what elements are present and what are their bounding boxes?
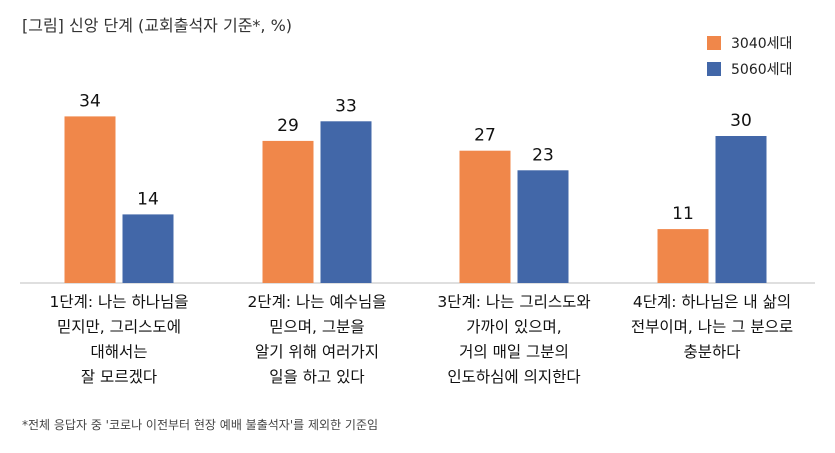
category-label-line: 2단계: 나는 예수님을 xyxy=(247,293,387,311)
legend-label-5060: 5060세대 xyxy=(731,62,793,78)
bar-3040-stage-4 xyxy=(657,229,709,283)
legend-swatch-3040 xyxy=(707,36,721,50)
bar-3040-stage-3 xyxy=(459,150,511,283)
chart-title: [그림] 신앙 단계 (교회출석자 기준*, %) xyxy=(22,16,293,35)
bar-5060-stage-4 xyxy=(715,136,767,283)
bar-5060-stage-3 xyxy=(517,170,569,283)
data-label-3040-stage-4: 11 xyxy=(672,204,694,224)
footnote: *전체 응답자 중 '코로나 이전부터 현장 예배 불출석자'를 제외한 기준임 xyxy=(22,418,379,432)
data-label-5060-stage-3: 23 xyxy=(532,145,554,165)
data-label-3040-stage-1: 34 xyxy=(79,91,101,111)
category-label-line: 4단계: 하나님은 내 삶의 xyxy=(632,293,792,311)
legend-swatch-5060 xyxy=(707,62,721,76)
category-label-line: 대해서는 xyxy=(90,343,148,361)
category-label-line: 3단계: 나는 그리스도와 xyxy=(437,293,591,311)
legend-item-3040: 3040세대 xyxy=(707,30,792,56)
category-label-line: 믿으며, 그분을 xyxy=(269,318,365,336)
category-label-line: 알기 위해 여러가지 xyxy=(255,343,379,361)
category-label-line: 가까이 있으며, xyxy=(466,318,562,336)
data-label-5060-stage-1: 14 xyxy=(137,189,159,209)
data-label-5060-stage-4: 30 xyxy=(730,111,752,131)
category-label-line: 믿지만, 그리스도에 xyxy=(57,318,181,336)
data-label-5060-stage-2: 33 xyxy=(335,96,357,116)
category-label-line: 인도하심에 의지한다 xyxy=(447,368,581,386)
category-label-line: 잘 모르겠다 xyxy=(80,368,158,386)
category-label-line: 거의 매일 그분의 xyxy=(459,343,569,361)
category-label-line: 일을 하고 있다 xyxy=(269,368,365,386)
legend: 3040세대 5060세대 xyxy=(707,30,792,82)
category-label-line: 전부이며, 나는 그 분으로 xyxy=(630,318,794,336)
bar-5060-stage-2 xyxy=(320,121,372,283)
category-label-line: 1단계: 나는 하나님을 xyxy=(49,293,189,311)
bar-3040-stage-1 xyxy=(64,116,116,284)
bar-3040-stage-2 xyxy=(262,140,314,283)
bar-5060-stage-1 xyxy=(122,214,174,283)
data-label-3040-stage-2: 29 xyxy=(277,116,299,136)
category-label-line: 충분하다 xyxy=(683,343,741,361)
legend-item-5060: 5060세대 xyxy=(707,56,792,82)
data-label-3040-stage-3: 27 xyxy=(474,126,496,146)
legend-label-3040: 3040세대 xyxy=(731,36,793,52)
